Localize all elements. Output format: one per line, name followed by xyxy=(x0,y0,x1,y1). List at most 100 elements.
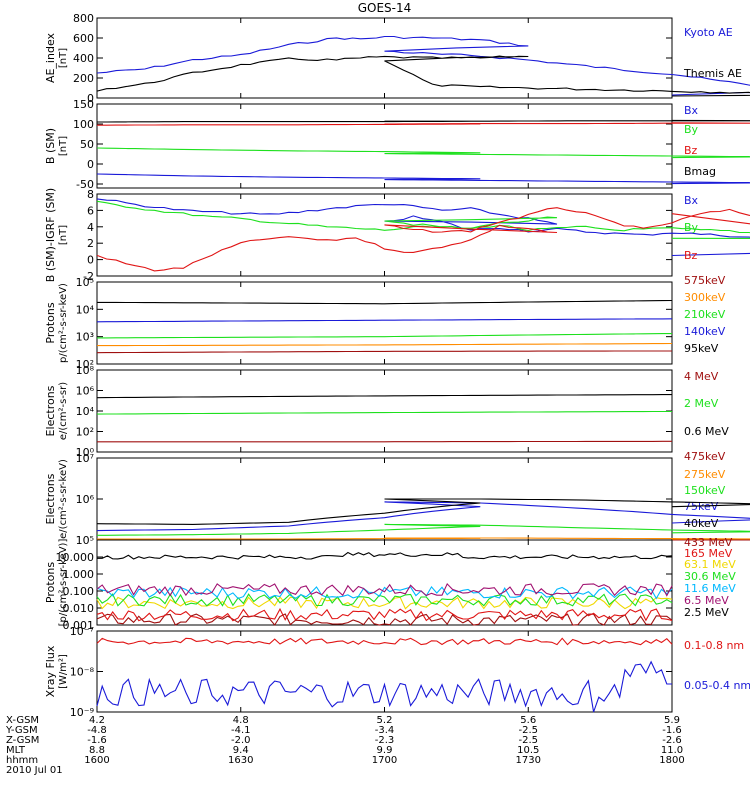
legend-label: 575keV xyxy=(684,274,726,287)
y-tick-label: 10⁻⁷ xyxy=(70,625,94,638)
y-axis-label: Protons xyxy=(44,302,57,343)
y-tick-label: 150 xyxy=(73,98,94,111)
y-axis-unit: [W/m²] xyxy=(58,654,69,689)
y-tick-label: 10⁶ xyxy=(76,385,95,398)
y-axis-label: Xray Flux xyxy=(44,645,57,697)
legend-label: Bx xyxy=(684,104,699,117)
y-tick-label: 50 xyxy=(80,138,94,151)
series-line-bz xyxy=(96,207,750,272)
legend-label: 0.1-0.8 nm xyxy=(684,639,744,652)
series-line-63-1-mev xyxy=(96,596,673,610)
legend-label: 433 MeV xyxy=(684,536,733,549)
y-tick-label: 8 xyxy=(87,188,94,201)
panel-frame xyxy=(96,17,673,99)
legend-label: 11.6 MeV xyxy=(684,582,736,595)
y-tick-label: 10⁴ xyxy=(76,303,95,316)
legend-label: Bz xyxy=(684,144,698,157)
legend-label: By xyxy=(684,221,699,234)
x-axis-row-value: 9.4 xyxy=(233,745,249,756)
y-tick-label: 10⁶ xyxy=(76,493,95,506)
y-tick-label: 0 xyxy=(87,254,94,267)
y-tick-label: 100 xyxy=(73,118,94,131)
series-line-0-1-0-8-nm xyxy=(96,637,673,646)
y-axis-unit: e/(cm²-s-sr) xyxy=(58,382,69,440)
y-tick-label: 400 xyxy=(73,52,94,65)
y-tick-label: 10.000 xyxy=(56,551,95,564)
x-axis-row-value: 1800 xyxy=(659,755,684,766)
x-axis-row-value: 11.0 xyxy=(661,745,683,756)
x-axis-row-value: -1.6 xyxy=(87,735,107,746)
series-line-0-6-mev xyxy=(96,394,672,399)
panel-4: 10² 10³ 10⁴ 10⁵ Protons p/(cm²-s-sr-keV) 575ke… xyxy=(44,274,726,371)
y-axis-label: Electrons xyxy=(44,473,57,524)
legend-label: 0.05-0.4 nm xyxy=(684,679,750,692)
x-axis-row-value: 9.9 xyxy=(377,745,393,756)
series-line-575kev xyxy=(96,350,672,354)
series-line-11-6-mev xyxy=(96,585,673,600)
y-tick-label: 6 xyxy=(87,204,94,217)
x-axis-row-label: X-GSM xyxy=(6,715,39,726)
x-axis-row-label: Z-GSM xyxy=(6,735,39,746)
y-axis-unit: p/(cm²-s-sr-keV) xyxy=(58,283,69,363)
series-line-by xyxy=(96,147,750,159)
y-tick-label: -2 xyxy=(83,270,94,283)
y-axis-unit: e/(cm²-s-sr-keV) xyxy=(58,459,69,539)
y-axis-unit: [nT] xyxy=(58,136,69,156)
panel-5: 10⁰ 10² 10⁴ 10⁶ 10⁸ Electrons e/(cm²-s-sr) 4 Me… xyxy=(44,364,729,459)
series-line-by xyxy=(96,200,750,240)
series-line-themis-ae xyxy=(96,55,750,97)
y-tick-label: 10⁰ xyxy=(76,446,95,459)
y-axis-label: Protons xyxy=(44,562,57,603)
legend-label: 63.1 MeV xyxy=(684,558,736,571)
series-line-6-5-mev xyxy=(96,582,673,597)
series-line-bmag xyxy=(97,119,750,123)
legend-label: 275keV xyxy=(684,468,726,481)
x-axis-annotation: X-GSM 4.2 4.8 5.2 5.6 5.9Y-GSM -4.8 -4.1 -3.4 -2.… xyxy=(5,715,685,776)
legend-label: By xyxy=(684,123,699,136)
x-axis-row-value: -2.5 xyxy=(518,725,538,736)
series-line-433-mev xyxy=(96,613,673,626)
y-axis-unit: [p/(cm²-s-sr-keV)] xyxy=(58,539,69,627)
legend-label: 210keV xyxy=(684,308,726,321)
y-tick-label: 0.010 xyxy=(63,602,95,615)
legend-label: 95keV xyxy=(684,342,719,355)
y-tick-label: 800 xyxy=(73,12,94,25)
y-tick-label: 0.100 xyxy=(63,585,95,598)
y-tick-label: 10⁷ xyxy=(76,452,94,465)
series-line-275kev xyxy=(97,537,750,540)
x-axis-row-value: 1600 xyxy=(84,755,109,766)
legend-label: 0.6 MeV xyxy=(684,425,729,438)
x-axis-row-value: 5.6 xyxy=(520,715,536,726)
panel-3: -2 0 2 4 6 8 B (SM)-IGRF (SM) [nT] Bx By Bz xyxy=(44,188,750,283)
x-axis-row-value: -4.1 xyxy=(231,725,251,736)
x-axis-row-value: -4.8 xyxy=(87,725,107,736)
y-tick-label: 10⁵ xyxy=(76,534,94,547)
y-tick-label: 10⁴ xyxy=(76,405,95,418)
x-axis-row-value: -1.6 xyxy=(662,725,682,736)
series-line-40kev xyxy=(96,498,750,525)
panel-frame xyxy=(96,193,673,277)
x-axis-row-value: 5.2 xyxy=(377,715,393,726)
y-tick-label: 4 xyxy=(87,221,94,234)
y-tick-label: 2 xyxy=(87,237,94,250)
y-tick-label: 1.000 xyxy=(63,568,95,581)
x-axis-row-value: -2.0 xyxy=(231,735,251,746)
legend-label: Bmag xyxy=(684,165,716,178)
y-tick-label: 10⁻⁹ xyxy=(70,706,94,719)
x-axis-row-label: Y-GSM xyxy=(5,725,38,736)
x-axis-row-value: -2.5 xyxy=(518,735,538,746)
figure-title: GOES-14 xyxy=(358,1,412,15)
y-tick-label: 10³ xyxy=(76,331,94,344)
y-tick-label: 10⁵ xyxy=(76,276,94,289)
series-line-300kev xyxy=(97,342,673,347)
legend-label: 2.5 MeV xyxy=(684,606,729,619)
series-line-140kev xyxy=(96,318,673,323)
panel-6: 10⁵ 10⁶ 10⁷ Electrons e/(cm²-s-sr-keV) 475keV… xyxy=(44,450,750,547)
panel-1: 0 200 400 600 800 AE_index [nT] Kyoto AE Themis … xyxy=(44,12,750,105)
x-axis-row-value: 4.8 xyxy=(233,715,249,726)
series-line-4-mev xyxy=(97,440,672,443)
series-line-bz xyxy=(97,122,750,126)
y-tick-label: 10² xyxy=(76,358,94,371)
